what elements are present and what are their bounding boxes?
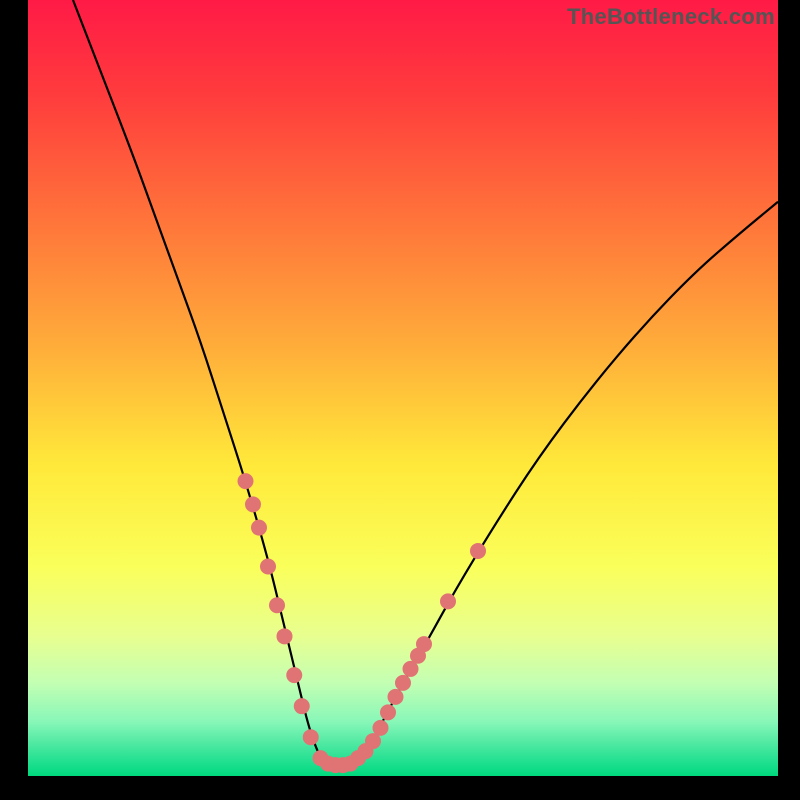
gradient-background xyxy=(28,0,778,776)
watermark-text: TheBottleneck.com xyxy=(567,4,775,30)
stage: TheBottleneck.com xyxy=(0,0,800,800)
plot-frame xyxy=(0,0,800,800)
